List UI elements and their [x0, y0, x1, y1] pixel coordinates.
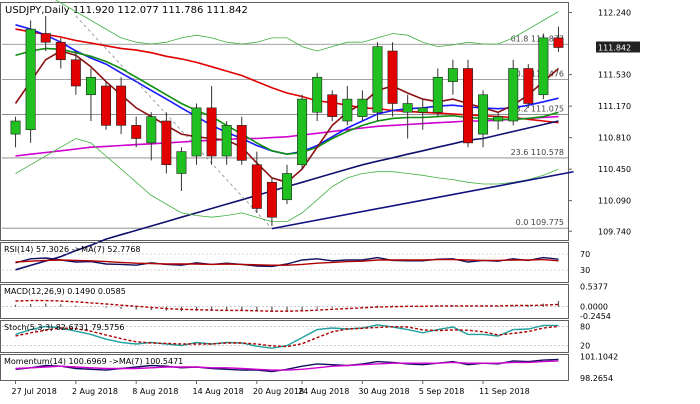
- rsi-panel-frame: [0, 242, 569, 283]
- fib-level-label: 23.6 110.578: [511, 148, 564, 157]
- candle-body: [493, 116, 504, 122]
- momentum-tick-label: 101.1042: [580, 352, 618, 361]
- price-tick-label: 112.240: [598, 9, 631, 18]
- candle-body: [146, 116, 157, 144]
- macd-panel-frame: [0, 284, 569, 319]
- candle-body: [508, 68, 519, 122]
- overlay-ma-magenta: [15, 115, 559, 157]
- momentum-panel-frame: [0, 354, 569, 381]
- candle-body: [70, 59, 81, 87]
- candle-body: [206, 107, 217, 157]
- rsi-tick-label: 70: [580, 250, 590, 259]
- candle-body: [342, 98, 353, 122]
- candle-body: [357, 98, 368, 117]
- overlay-ma-darkred: [14, 50, 560, 184]
- price-tick-label: 111.530: [598, 71, 631, 80]
- candle-body: [478, 94, 489, 135]
- candle-body: [402, 103, 413, 113]
- date-tick-label: 27 Jul 2018: [12, 387, 57, 396]
- candle-body: [55, 41, 66, 61]
- price-tick-label: 110.810: [598, 134, 631, 143]
- date-tick-label: 24 Aug 2018: [298, 387, 349, 396]
- last-price-box: [596, 41, 640, 53]
- candle-body: [538, 37, 549, 96]
- overlay-ma-green: [15, 47, 559, 156]
- candle-body: [221, 125, 232, 157]
- macd-tick-label: -0.2454: [580, 312, 611, 321]
- candle-body: [131, 125, 142, 139]
- candle-body: [432, 76, 443, 113]
- price-tick-label: 111.170: [598, 102, 631, 111]
- macd-tick-label: 0.5377: [580, 282, 608, 291]
- trend-diag-dashed: [75, 15, 273, 229]
- rsi-series-line: [15, 256, 559, 268]
- candle-body: [191, 107, 202, 157]
- momentum-label: Momentum(14) 100.6969 ->MA(7) 100.5471: [4, 357, 183, 366]
- price-tick-label: 109.740: [598, 227, 631, 236]
- date-tick-label: 11 Sep 2018: [479, 387, 530, 396]
- candle-body: [327, 94, 338, 117]
- candle-body: [40, 33, 51, 43]
- candle-body: [447, 68, 458, 82]
- rsi-series-line: [15, 258, 559, 266]
- date-tick-label: 2 Aug 2018: [72, 387, 118, 396]
- fib-level-label: 0.0 109.775: [516, 218, 564, 227]
- stoch-panel-frame: [0, 320, 569, 353]
- stoch-series-line: [15, 324, 559, 349]
- fib-level-label: 61.8 111.877: [511, 34, 564, 43]
- stoch-tick-label: 80: [580, 322, 590, 331]
- stoch-tick-label: 20: [580, 342, 590, 351]
- chart-title: USDJPY,Daily 111.920 112.077 111.786 111…: [5, 5, 248, 16]
- price-tick-label: 110.450: [598, 165, 631, 174]
- stoch-label: Stoch(5,3,3) 82.6731 79.5756: [4, 323, 124, 332]
- candle-body: [372, 46, 383, 113]
- price-tick-label: 110.090: [598, 197, 631, 206]
- candle-body: [251, 164, 262, 209]
- date-tick-label: 14 Aug 2018: [193, 387, 244, 396]
- candle-body: [297, 98, 308, 166]
- overlay-bb-lower: [15, 138, 559, 223]
- candle-body: [85, 76, 96, 96]
- rsi-tick-label: 30: [580, 266, 590, 275]
- momentum-tick-label: 98.2654: [580, 374, 613, 383]
- candle-body: [312, 76, 323, 113]
- fib-level-label: 50.0 111.476: [511, 69, 564, 78]
- date-tick-label: 20 Aug 2018: [253, 387, 304, 396]
- momentum-series-line: [15, 360, 559, 371]
- candle-body: [282, 173, 292, 201]
- candle-body: [523, 68, 534, 104]
- candle-body: [101, 85, 112, 126]
- momentum-series-line: [15, 358, 559, 373]
- overlay-bb-upper: [55, 0, 559, 52]
- candle-body: [116, 85, 127, 126]
- date-tick-label: 30 Aug 2018: [358, 387, 409, 396]
- last-price-label: 111.842: [598, 44, 631, 53]
- fib-level-label: 38.2 111.075: [511, 104, 564, 113]
- trend-upper-navy: [271, 170, 574, 230]
- candle-body: [176, 151, 187, 174]
- rsi-label: RSI(14) 57.3026 ->MA(7) 52.7768: [4, 245, 141, 254]
- candle-body: [266, 181, 277, 218]
- macd-tick-label: 0.0000: [580, 303, 608, 312]
- main-panel-frame: [0, 2, 569, 241]
- date-tick-label: 5 Sep 2018: [419, 387, 465, 396]
- candle-body: [387, 50, 398, 104]
- candle-body: [10, 120, 21, 135]
- date-tick-label: 8 Aug 2018: [132, 387, 178, 396]
- candle-body: [161, 120, 172, 166]
- candle-body: [417, 107, 428, 113]
- candle-body: [553, 37, 564, 48]
- macd-series-line: [15, 299, 559, 312]
- candle-body: [25, 28, 36, 131]
- stoch-series-line: [15, 325, 559, 348]
- candle-body: [236, 125, 247, 161]
- candle-body: [462, 68, 473, 144]
- macd-label: MACD(12,26,9) 0.1490 0.0585: [4, 287, 126, 296]
